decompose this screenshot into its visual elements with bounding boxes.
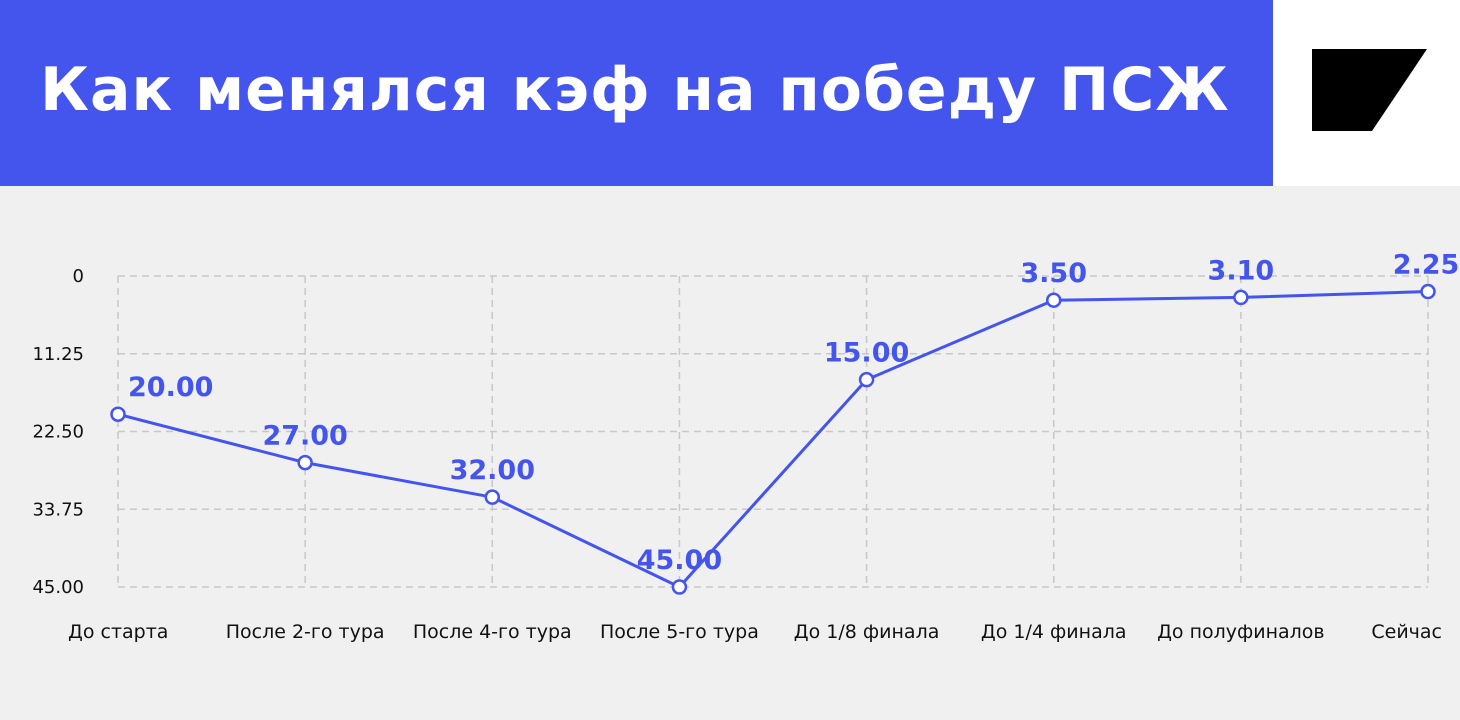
y-tick-label: 0 <box>73 266 84 287</box>
y-tick-label: 45.00 <box>32 577 84 598</box>
line-chart: 0 11.25 22.50 33.75 45.00 До старта После 2-г… <box>32 250 1459 643</box>
data-label: 27.00 <box>262 421 347 452</box>
grid <box>117 275 1429 588</box>
x-tick-label: До 1/8 финала <box>794 621 940 643</box>
x-tick-label: После 2-го тура <box>226 621 385 643</box>
data-label: 20.00 <box>128 372 213 403</box>
data-label: 3.50 <box>1020 258 1087 289</box>
data-label: 2.25 <box>1393 250 1460 281</box>
y-tick-label: 22.50 <box>32 422 84 443</box>
data-labels: 20.00 27.00 32.00 45.00 15.00 3.50 3.10 2.25 <box>128 250 1459 576</box>
x-tick-label: До старта <box>68 621 168 643</box>
data-points <box>110 283 1436 595</box>
x-tick-label: После 4-го тура <box>413 621 572 643</box>
logo-box <box>1273 0 1460 186</box>
data-point <box>1233 289 1249 306</box>
x-tick-label: До 1/4 финала <box>981 621 1127 643</box>
x-tick-label: После 5-го тура <box>600 621 759 643</box>
x-tick-label: Сейчас <box>1371 621 1442 643</box>
data-point <box>110 406 126 422</box>
data-label: 3.10 <box>1208 255 1275 286</box>
y-axis-ticks: 0 11.25 22.50 33.75 45.00 <box>32 266 84 598</box>
data-point <box>1420 283 1436 300</box>
data-point <box>858 371 875 388</box>
x-tick-label: До полуфиналов <box>1157 621 1325 643</box>
data-label: 32.00 <box>450 455 535 486</box>
logo-icon <box>1312 49 1427 131</box>
y-tick-label: 11.25 <box>32 344 84 365</box>
data-label: 45.00 <box>637 545 722 576</box>
data-point <box>297 454 313 471</box>
data-point <box>1045 292 1062 308</box>
chart-title: Как менялся кэф на победу ПСЖ <box>40 55 1230 125</box>
y-tick-label: 33.75 <box>32 499 84 520</box>
data-label: 15.00 <box>824 338 909 369</box>
data-point <box>671 579 688 595</box>
series-line <box>117 290 1429 589</box>
data-point <box>484 489 501 505</box>
x-axis-ticks: До старта После 2-го тура После 4-го тура П… <box>68 621 1442 643</box>
header-banner: Как менялся кэф на победу ПСЖ <box>0 0 1273 186</box>
